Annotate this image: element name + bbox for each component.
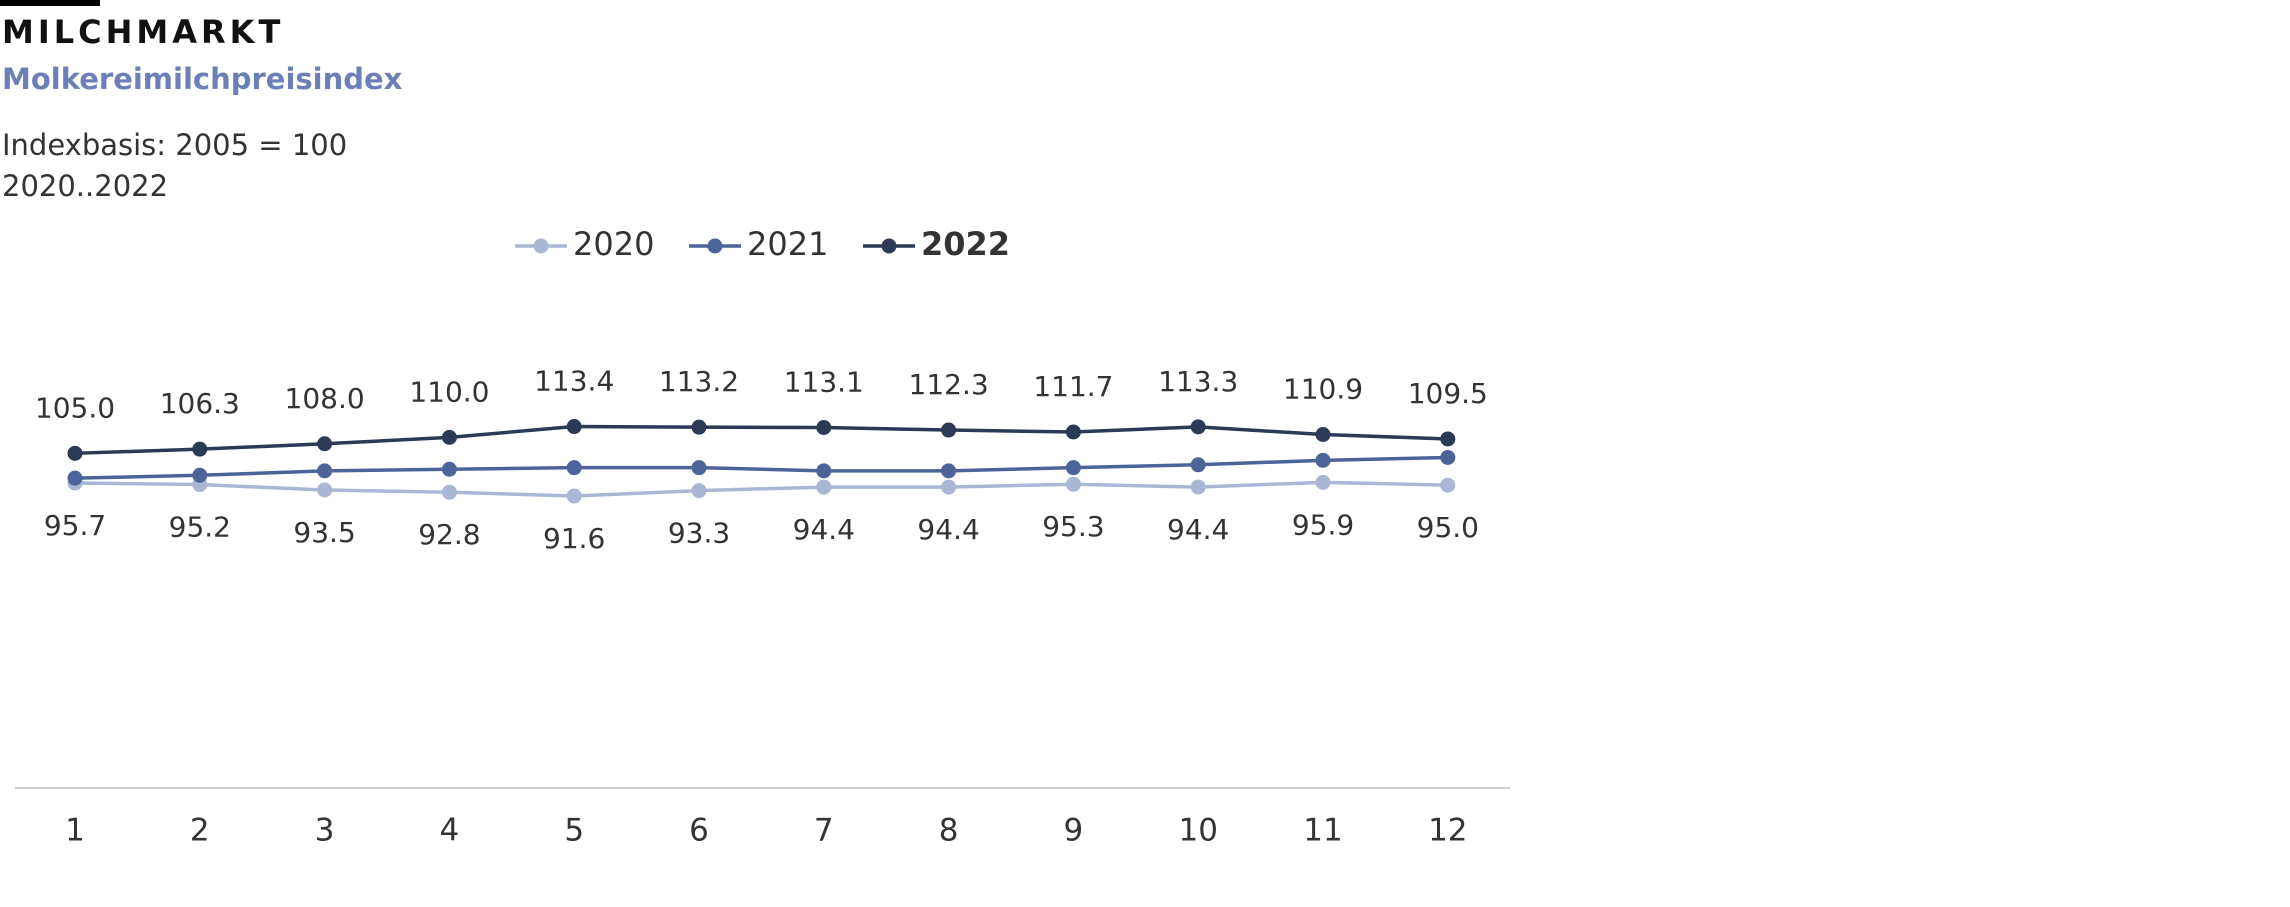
data-point <box>67 470 83 486</box>
legend-marker <box>881 238 897 254</box>
data-label: 92.8 <box>418 518 480 551</box>
data-point <box>1440 449 1456 465</box>
data-point <box>816 479 832 495</box>
data-point <box>566 460 582 476</box>
data-label: 110.0 <box>409 375 489 408</box>
data-label: 110.9 <box>1283 373 1363 406</box>
data-label: 112.3 <box>909 368 989 401</box>
data-label: 95.3 <box>1042 510 1104 543</box>
data-point <box>1315 452 1331 468</box>
data-label: 95.7 <box>44 509 106 542</box>
x-tick-label: 8 <box>939 813 959 849</box>
legend-label: 2022 <box>921 225 1010 263</box>
data-point <box>691 419 707 435</box>
note: Indexbasis: 2005 = 100 <box>2 128 347 162</box>
data-label: 113.4 <box>534 365 614 398</box>
data-point <box>1440 477 1456 493</box>
data-point <box>566 419 582 435</box>
data-label: 106.3 <box>160 387 240 420</box>
x-tick-label: 4 <box>440 813 460 849</box>
legend-label: 2021 <box>747 225 828 263</box>
data-point <box>941 422 957 438</box>
data-point <box>1315 474 1331 490</box>
data-point <box>441 429 457 445</box>
data-point <box>941 479 957 495</box>
data-point <box>317 482 333 498</box>
x-tick-label: 11 <box>1303 813 1342 849</box>
data-point <box>192 441 208 457</box>
data-label: 95.2 <box>169 511 231 544</box>
x-tick-label: 2 <box>190 813 210 849</box>
legend-marker <box>707 238 723 254</box>
data-point <box>1065 460 1081 476</box>
data-point <box>691 483 707 499</box>
data-label: 105.0 <box>35 391 115 424</box>
data-point <box>941 463 957 479</box>
accent-bar <box>0 0 100 6</box>
data-point <box>816 419 832 435</box>
chart-subtitle: Molkereimilchpreisindex <box>2 62 403 96</box>
data-point <box>441 484 457 500</box>
x-tick-label: 3 <box>315 813 335 849</box>
data-label: 109.5 <box>1408 377 1488 410</box>
data-label: 94.4 <box>917 513 979 546</box>
x-tick-label: 5 <box>564 813 584 849</box>
data-label: 108.0 <box>285 382 365 415</box>
x-tick-label: 10 <box>1178 813 1217 849</box>
data-point <box>192 467 208 483</box>
data-label: 93.3 <box>668 517 730 550</box>
series-line <box>74 480 1448 498</box>
data-point <box>1190 457 1206 473</box>
data-label: 113.2 <box>659 365 739 398</box>
data-label: 95.0 <box>1417 511 1479 544</box>
data-point <box>566 488 582 504</box>
x-tick-label: 9 <box>1064 813 1084 849</box>
data-point <box>317 436 333 452</box>
x-tick-label: 6 <box>689 813 709 849</box>
data-label: 111.7 <box>1033 370 1113 403</box>
data-point <box>317 463 333 479</box>
legend-marker <box>533 238 549 254</box>
data-point <box>1315 427 1331 443</box>
x-tick-label: 7 <box>814 813 834 849</box>
chart-title: MILCHMARKT <box>2 13 284 51</box>
x-tick-label: 1 <box>65 813 85 849</box>
data-label: 94.4 <box>1167 513 1229 546</box>
x-tick-label: 12 <box>1428 813 1467 849</box>
data-point <box>1190 419 1206 435</box>
data-label: 113.1 <box>784 365 864 398</box>
data-point <box>1440 431 1456 447</box>
data-label: 93.5 <box>293 516 355 549</box>
data-point <box>441 461 457 477</box>
legend-label: 2020 <box>573 225 654 263</box>
note: 2020..2022 <box>2 169 168 203</box>
data-point <box>691 460 707 476</box>
series-line <box>74 424 1448 456</box>
series-line <box>74 455 1448 480</box>
data-label: 91.6 <box>543 522 605 555</box>
data-label: 113.3 <box>1158 365 1238 398</box>
data-point <box>816 463 832 479</box>
data-label: 95.9 <box>1292 508 1354 541</box>
data-point <box>67 445 83 461</box>
data-label: 94.4 <box>793 513 855 546</box>
data-point <box>1190 479 1206 495</box>
data-point <box>1065 424 1081 440</box>
data-point <box>1065 476 1081 492</box>
